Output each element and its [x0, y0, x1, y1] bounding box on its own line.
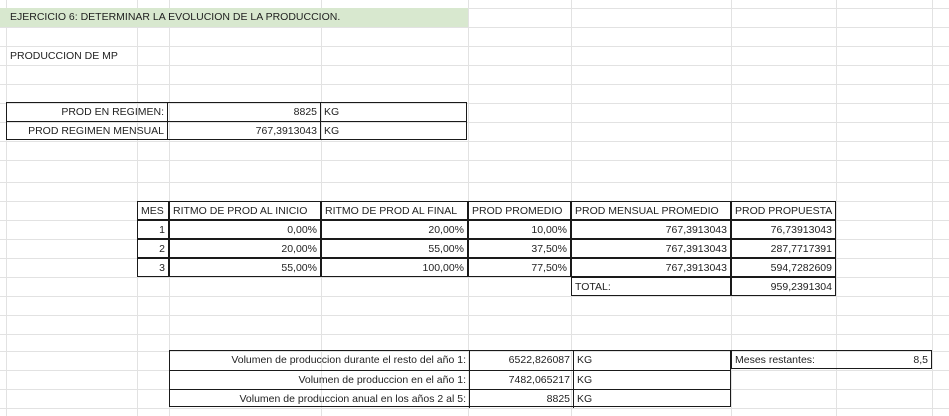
- cell-prod-propuesta-row2[interactable]: 287,7717391: [731, 239, 836, 258]
- subtitle-cell[interactable]: PRODUCCION DE MP: [10, 50, 118, 62]
- volumen-ano1-unit[interactable]: KG: [574, 370, 731, 389]
- prod-mensual-value[interactable]: 767,3913043: [168, 121, 321, 140]
- cell-ritmo-final-row2[interactable]: 55,00%: [321, 239, 468, 258]
- cell-ritmo-final-row3[interactable]: 100,00%: [321, 258, 468, 277]
- volumen-anual-value[interactable]: 8825: [470, 389, 574, 408]
- cell-prod-promedio-row1[interactable]: 10,00%: [468, 220, 571, 239]
- prod-regimen-label[interactable]: PROD EN REGIMEN:: [6, 103, 168, 122]
- cell-mes-row1[interactable]: 1: [137, 220, 169, 239]
- volumen-resto-unit[interactable]: KG: [577, 354, 593, 366]
- cell-prod-promedio-row2[interactable]: 37,50%: [468, 239, 571, 258]
- header-prod-propuesta[interactable]: PROD PROPUESTA: [731, 201, 836, 220]
- cell-prod-mensual-promedio-row2[interactable]: 767,3913043: [571, 239, 731, 258]
- header-mes[interactable]: MES: [137, 201, 169, 220]
- cell-mes-row3[interactable]: 3: [137, 258, 169, 277]
- cell-mes-row2[interactable]: 2: [137, 239, 169, 258]
- volumen-box: [169, 350, 731, 407]
- header-ritmo-inicio[interactable]: RITMO DE PROD AL INICIO: [169, 201, 321, 220]
- cell-ritmo-inicio-row1[interactable]: 0,00%: [169, 220, 321, 239]
- meses-restantes-value[interactable]: 8,5: [913, 354, 928, 366]
- cell-prod-mensual-promedio-row3[interactable]: 767,3913043: [571, 258, 731, 277]
- total-value[interactable]: 959,2391304: [731, 277, 836, 296]
- header-ritmo-final[interactable]: RITMO DE PROD AL FINAL: [321, 201, 468, 220]
- volumen-anual-unit[interactable]: KG: [574, 389, 731, 408]
- volumen-ano1-label[interactable]: Volumen de produccion en el año 1:: [169, 370, 470, 389]
- cell-ritmo-inicio-row3[interactable]: 55,00%: [169, 258, 321, 277]
- prod-mensual-unit[interactable]: KG: [321, 121, 467, 140]
- cell-prod-propuesta-row3[interactable]: 594,7282609: [731, 258, 836, 277]
- header-prod-mensual-promedio[interactable]: PROD MENSUAL PROMEDIO: [571, 201, 731, 220]
- cell-prod-propuesta-row1[interactable]: 76,73913043: [731, 220, 836, 239]
- cell-ritmo-inicio-row2[interactable]: 20,00%: [169, 239, 321, 258]
- cell-ritmo-final-row1[interactable]: 20,00%: [321, 220, 468, 239]
- total-label[interactable]: TOTAL:: [571, 277, 731, 296]
- volumen-resto-label[interactable]: Volumen de produccion durante el resto d…: [169, 351, 470, 370]
- header-prod-promedio[interactable]: PROD PROMEDIO: [468, 201, 571, 220]
- volumen-ano1-value[interactable]: 7482,065217: [470, 370, 574, 389]
- volumen-resto-value[interactable]: 6522,826087: [470, 351, 574, 370]
- prod-regimen-value[interactable]: 8825: [168, 103, 321, 122]
- title-cell[interactable]: EJERCICIO 6: DETERMINAR LA EVOLUCION DE …: [0, 8, 468, 27]
- prod-regimen-unit[interactable]: KG: [324, 106, 340, 118]
- prod-mensual-label[interactable]: PROD REGIMEN MENSUAL: [6, 121, 168, 140]
- meses-restantes-label[interactable]: Meses restantes:: [731, 350, 932, 369]
- cell-prod-mensual-promedio-row1[interactable]: 767,3913043: [571, 220, 731, 239]
- cell-prod-promedio-row3[interactable]: 77,50%: [468, 258, 571, 277]
- volumen-anual-label[interactable]: Volumen de produccion anual en los años …: [169, 389, 470, 408]
